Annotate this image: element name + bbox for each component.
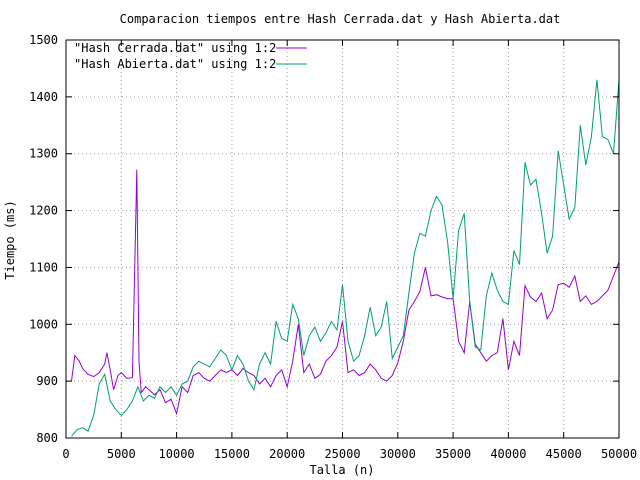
y-tick-label: 1500 <box>29 33 58 47</box>
y-tick-label: 1100 <box>29 260 58 274</box>
x-tick-label: 15000 <box>214 447 250 461</box>
x-tick-label: 40000 <box>490 447 526 461</box>
y-tick-label: 1000 <box>29 317 58 331</box>
legend-label-2: "Hash Abierta.dat" using 1:2 <box>74 57 276 71</box>
plot-area <box>71 79 620 437</box>
series-line-1 <box>71 169 620 416</box>
x-tick-label: 50000 <box>601 447 637 461</box>
legend-label-1: "Hash Cerrada.dat" using 1:2 <box>74 41 276 55</box>
y-tick-label: 800 <box>36 431 58 445</box>
x-tick-label: 35000 <box>435 447 471 461</box>
y-tick-label: 900 <box>36 374 58 388</box>
y-axis-label: Tiempo (ms) <box>3 200 17 279</box>
series-line-2 <box>71 79 620 437</box>
plot-frame <box>65 39 620 439</box>
x-tick-label: 45000 <box>546 447 582 461</box>
x-tick-label: 30000 <box>380 447 416 461</box>
x-tick-label: 25000 <box>324 447 360 461</box>
x-tick-label: 10000 <box>159 447 195 461</box>
grid <box>65 39 620 439</box>
x-axis-label: Talla (n) <box>309 463 374 477</box>
y-tick-label: 1300 <box>29 147 58 161</box>
legend: "Hash Cerrada.dat" using 1:2 "Hash Abiert… <box>74 41 307 71</box>
y-tick-label: 1400 <box>29 90 58 104</box>
y-tick-label: 1200 <box>29 204 58 218</box>
x-tick-label: 20000 <box>269 447 305 461</box>
x-tick-label: 5000 <box>107 447 136 461</box>
x-tick-label: 0 <box>62 447 69 461</box>
chart-title: Comparacion tiempos entre Hash Cerrada.d… <box>120 12 561 26</box>
